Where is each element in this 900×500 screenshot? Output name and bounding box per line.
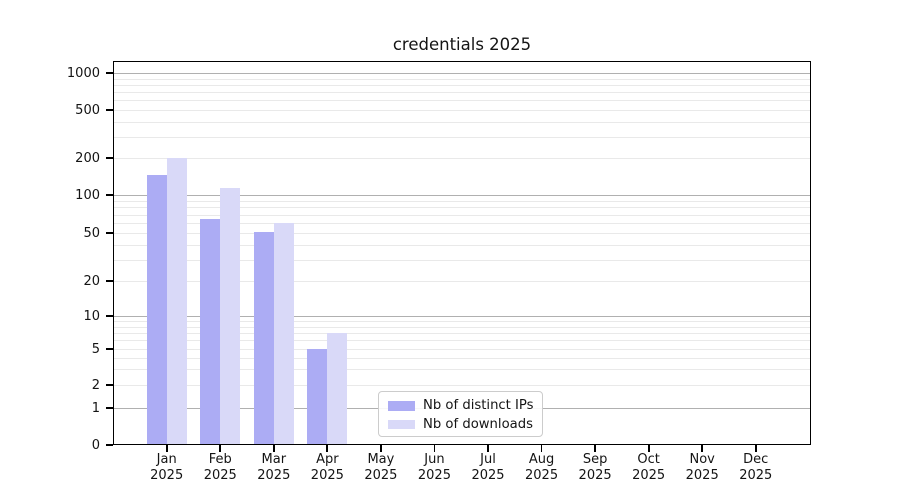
y-tick	[106, 280, 113, 282]
bar-distinct-ips	[307, 349, 328, 444]
x-tick	[487, 445, 489, 452]
y-tick	[106, 384, 113, 386]
x-tick-label: Nov 2025	[685, 452, 719, 483]
legend-item-downloads: Nb of downloads	[388, 415, 542, 434]
y-tick	[106, 72, 113, 74]
gridline-minor	[113, 100, 811, 102]
y-tick-label: 200	[75, 150, 100, 166]
x-tick	[326, 445, 329, 452]
gridline-minor	[113, 84, 811, 86]
bar-distinct-ips	[253, 231, 274, 444]
y-tick-label: 10	[83, 308, 100, 324]
gridline-minor	[113, 214, 811, 216]
x-tick-label: Dec 2025	[739, 452, 773, 483]
y-tick-label: 5	[91, 341, 100, 357]
bar-distinct-ips	[146, 175, 167, 444]
gridline-major	[113, 195, 811, 196]
y-tick-label: 100	[75, 187, 100, 203]
y-tick-label: 500	[75, 102, 100, 118]
x-tick	[219, 445, 222, 452]
bar-distinct-ips	[200, 218, 221, 444]
gridline-minor	[113, 332, 811, 334]
x-tick	[540, 445, 543, 452]
legend: Nb of distinct IPs Nb of downloads	[378, 391, 543, 437]
y-tick-label: 0	[91, 437, 100, 453]
bar-downloads	[166, 158, 187, 444]
x-tick-label: Jan 2025	[150, 452, 184, 483]
bar-downloads	[220, 188, 241, 444]
y-tick	[106, 407, 113, 409]
x-tick	[165, 445, 168, 452]
gridline-minor	[113, 136, 811, 138]
y-tick-label: 20	[83, 273, 100, 289]
x-tick-label: Jun 2025	[417, 452, 451, 483]
gridline-major	[113, 73, 811, 74]
x-tick	[380, 445, 382, 452]
gridline-major	[113, 316, 811, 317]
gridline-minor	[113, 207, 811, 209]
x-tick-label: Feb 2025	[203, 452, 237, 483]
legend-label-distinct-ips: Nb of distinct IPs	[423, 398, 534, 414]
gridline-minor	[113, 259, 811, 261]
gridline-minor	[113, 281, 811, 282]
x-tick	[754, 445, 757, 452]
y-tick	[106, 315, 113, 317]
gridline-minor	[113, 326, 811, 328]
gridline-minor	[113, 385, 811, 386]
y-tick	[106, 157, 113, 159]
legend-label-downloads: Nb of downloads	[423, 416, 533, 432]
y-tick	[106, 194, 113, 196]
y-tick-label: 1	[91, 400, 100, 416]
gridline-minor	[113, 244, 811, 246]
x-tick-label: Sep 2025	[578, 452, 612, 483]
gridline-minor	[113, 200, 811, 202]
x-tick-label: May 2025	[364, 452, 398, 483]
legend-swatch-distinct-ips-icon	[388, 401, 415, 411]
x-tick-label: Mar 2025	[257, 452, 291, 483]
legend-swatch-downloads-icon	[388, 419, 415, 429]
x-tick	[701, 445, 704, 452]
gridline-minor	[113, 349, 811, 350]
y-tick-label: 2	[91, 377, 100, 393]
y-tick	[106, 232, 113, 234]
gridline-minor	[113, 340, 811, 342]
gridline-minor	[113, 92, 811, 94]
y-tick	[106, 444, 113, 446]
gridline-minor	[113, 357, 811, 359]
gridline-minor	[113, 158, 811, 159]
x-tick	[272, 445, 275, 452]
x-tick-label: Jul 2025	[471, 452, 505, 483]
x-tick	[433, 445, 436, 452]
gridline-minor	[113, 321, 811, 323]
bar-downloads	[327, 332, 348, 444]
y-tick-label: 1000	[66, 65, 100, 81]
legend-item-distinct-ips: Nb of distinct IPs	[388, 397, 542, 416]
y-tick	[106, 348, 113, 350]
bar-downloads	[273, 223, 294, 444]
y-tick-label: 50	[83, 225, 100, 241]
x-tick-label: Oct 2025	[632, 452, 666, 483]
y-tick	[106, 109, 113, 111]
x-tick	[647, 445, 650, 452]
x-tick	[594, 445, 596, 452]
gridline-minor	[113, 110, 811, 111]
gridline-minor	[113, 121, 811, 123]
gridline-minor	[113, 223, 811, 224]
x-tick-label: Apr 2025	[310, 452, 344, 483]
gridline-minor	[113, 369, 811, 371]
gridline-minor	[113, 78, 811, 80]
x-tick-label: Aug 2025	[525, 452, 559, 483]
gridline-minor	[113, 233, 811, 234]
chart-title: credentials 2025	[392, 35, 532, 54]
